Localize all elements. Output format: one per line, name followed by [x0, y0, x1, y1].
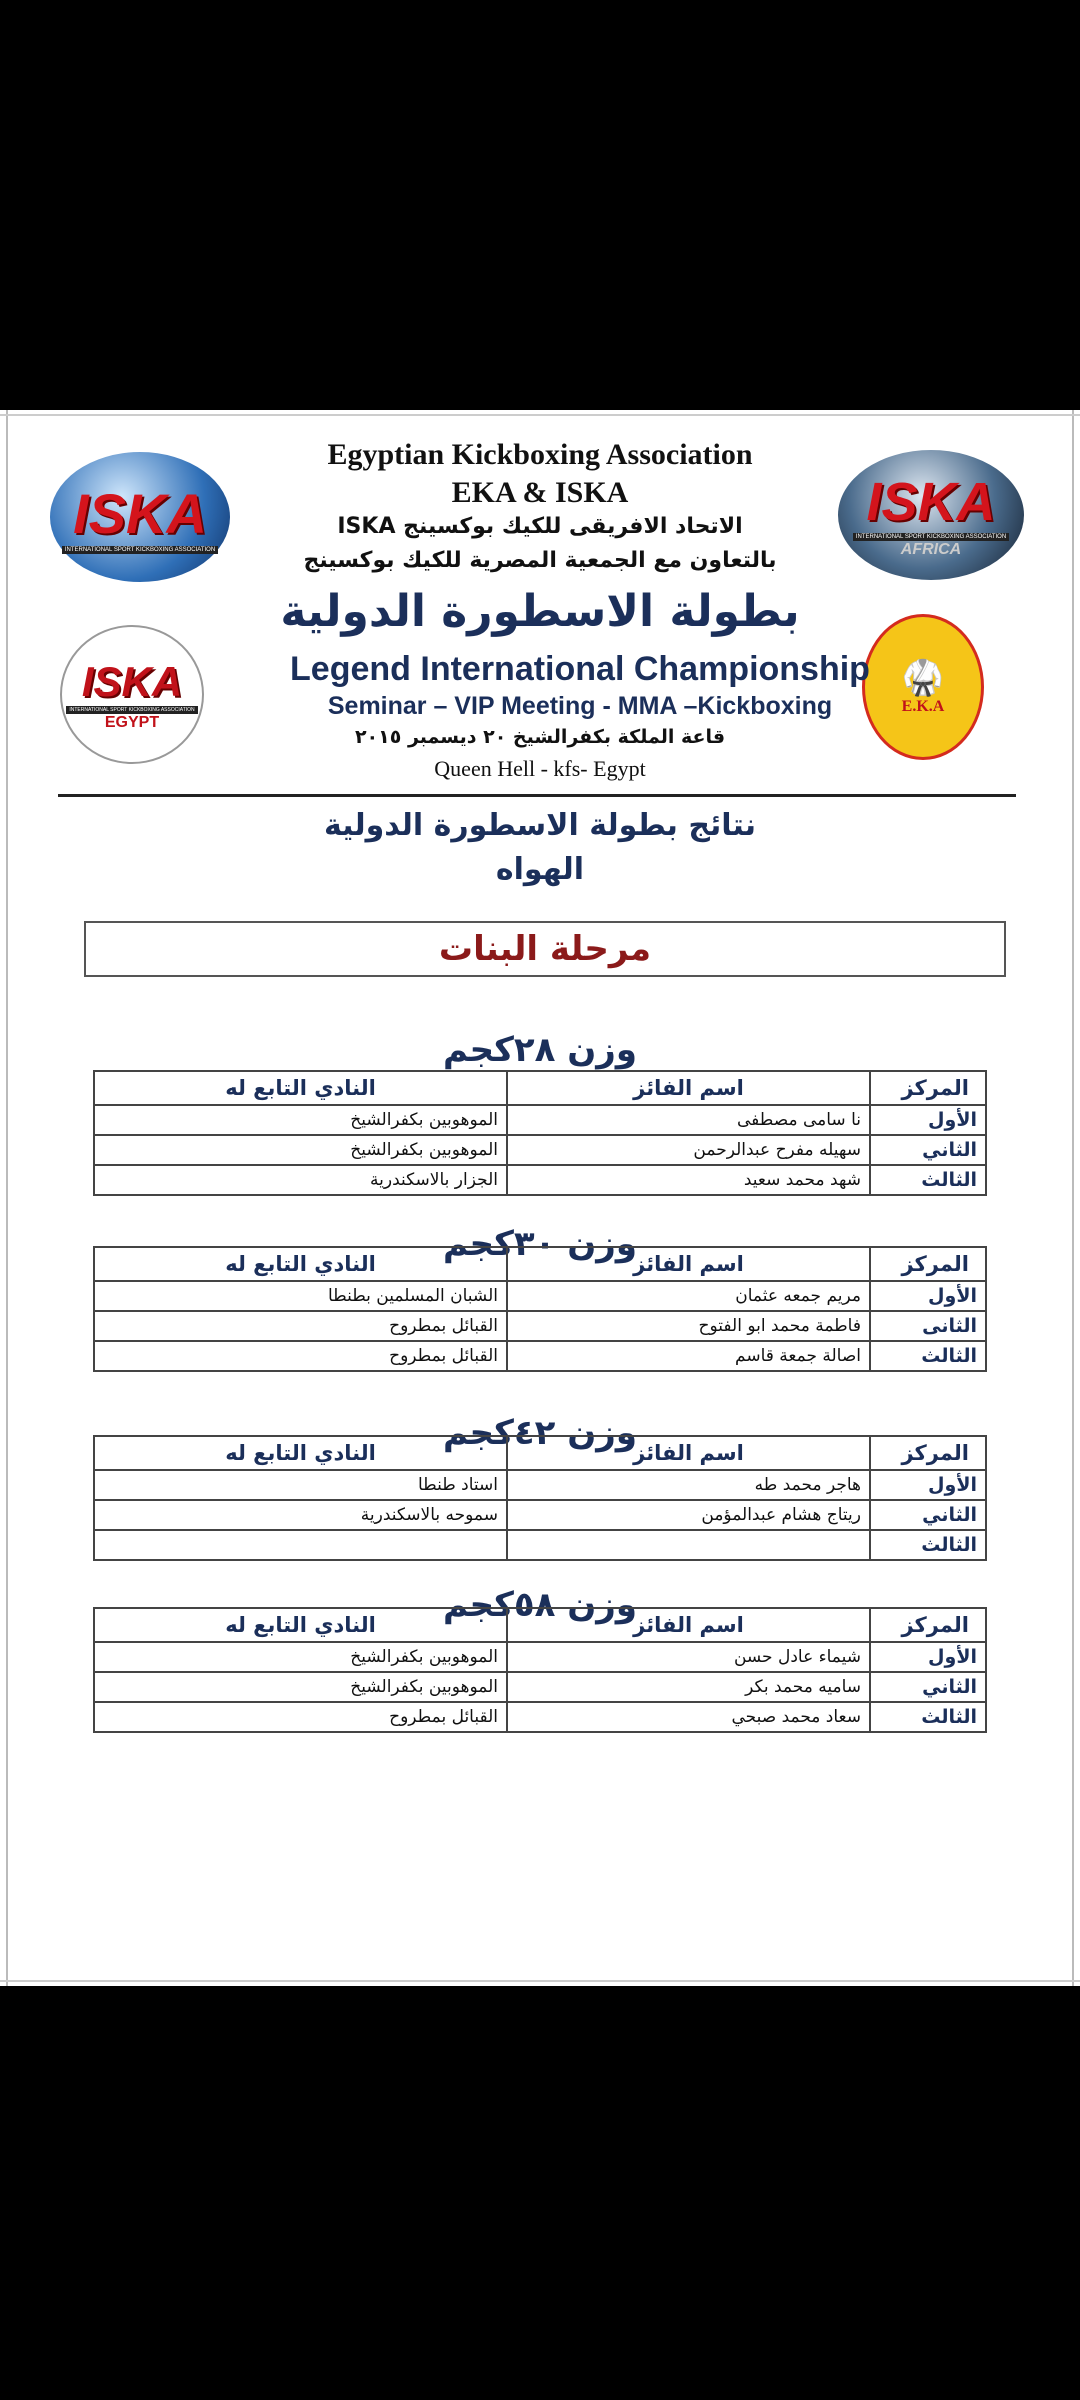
rank-cell: الثاني	[869, 1671, 987, 1703]
column-header-name: اسم الفائز	[506, 1246, 871, 1282]
column-header-club: النادي التابع له	[93, 1070, 508, 1106]
winner-name-cell: سهيله مفرح عبدالرحمن	[506, 1134, 871, 1166]
table-header-row: المركز اسم الفائز النادي التابع له	[93, 1070, 987, 1106]
club-cell: القبائل بمطروح	[93, 1310, 508, 1342]
iska-egypt-logo: ISKA INTERNATIONAL SPORT KICKBOXING ASSO…	[60, 625, 204, 764]
winner-name-cell: ساميه محمد بكر	[506, 1671, 871, 1703]
club-cell: سموحه بالاسكندرية	[93, 1499, 508, 1531]
column-header-club: النادي التابع له	[93, 1607, 508, 1643]
club-cell	[93, 1529, 508, 1561]
column-header-club: النادي التابع له	[93, 1246, 508, 1282]
club-cell: الشبان المسلمين بطنطا	[93, 1280, 508, 1312]
event-title-en: Legend International Championship	[290, 650, 870, 688]
org-name-en: Egyptian Kickboxing Association	[327, 438, 753, 471]
rank-cell: الأول	[869, 1104, 987, 1136]
winner-name-cell: هاجر محمد طه	[506, 1469, 871, 1501]
kickboxer-icon: 🥋	[901, 660, 945, 697]
page-edge-right	[1072, 410, 1074, 1986]
eka-logo: 🥋 E.K.A	[862, 614, 984, 760]
club-cell: القبائل بمطروح	[93, 1340, 508, 1372]
weight-title: وزن ٢٨كجم	[442, 1030, 638, 1070]
venue-en: Queen Hell - kfs- Egypt	[434, 756, 646, 781]
table-row: الأول نا سامى مصطفى الموهوبين بكفرالشيخ	[93, 1104, 987, 1136]
page-edge-bottom	[0, 1980, 1080, 1982]
column-header-rank: المركز	[869, 1607, 987, 1643]
table-row: الأول شيماء عادل حسن الموهوبين بكفرالشيخ	[93, 1641, 987, 1673]
table-row: الثالث سعاد محمد صبحي القبائل بمطروح	[93, 1701, 987, 1733]
column-header-club: النادي التابع له	[93, 1435, 508, 1471]
winner-name-cell: فاطمة محمد ابو الفتوح	[506, 1310, 871, 1342]
page-edge-left	[6, 410, 8, 1986]
rank-cell: الثالث	[869, 1529, 987, 1561]
table-header-row: المركز اسم الفائز النادي التابع له	[93, 1246, 987, 1282]
event-title-ar: بطولة الاسطورة الدولية	[280, 586, 800, 637]
winner-name-cell	[506, 1529, 871, 1561]
winner-name-cell: اصالة جمعة قاسم	[506, 1340, 871, 1372]
header-divider	[58, 794, 1016, 797]
table-row: الثاني ساميه محمد بكر الموهوبين بكفرالشيخ	[93, 1671, 987, 1703]
results-table: المركز اسم الفائز النادي التابع له الأول نا …	[93, 1070, 987, 1196]
results-table: المركز اسم الفائز النادي التابع له الأول هاج…	[93, 1435, 987, 1561]
rank-cell: الثاني	[869, 1134, 987, 1166]
winner-name-cell: شيماء عادل حسن	[506, 1641, 871, 1673]
club-cell: الموهوبين بكفرالشيخ	[93, 1641, 508, 1673]
table-row: الأول هاجر محمد طه استاد طنطا	[93, 1469, 987, 1501]
table-row: الثالث	[93, 1529, 987, 1561]
winner-name-cell: سعاد محمد صبحي	[506, 1701, 871, 1733]
club-cell: الموهوبين بكفرالشيخ	[93, 1134, 508, 1166]
winner-name-cell: ريتاج هشام عبدالمؤمن	[506, 1499, 871, 1531]
column-header-rank: المركز	[869, 1070, 987, 1106]
table-row: الأول مريم جمعه عثمان الشبان المسلمين بطنط…	[93, 1280, 987, 1312]
rank-cell: الأول	[869, 1280, 987, 1312]
venue-ar: قاعة الملكة بكفرالشيخ ٢٠ ديسمبر ٢٠١٥	[354, 726, 726, 748]
club-cell: الموهوبين بكفرالشيخ	[93, 1671, 508, 1703]
results-table: المركز اسم الفائز النادي التابع له الأول شيم…	[93, 1607, 987, 1733]
rank-cell: الثاني	[869, 1499, 987, 1531]
table-header-row: المركز اسم الفائز النادي التابع له	[93, 1435, 987, 1471]
iska-international-logo: ISKA INTERNATIONAL SPORT KICKBOXING ASSO…	[50, 452, 230, 582]
category-label: الهواه	[495, 852, 585, 887]
rank-cell: الثالث	[869, 1164, 987, 1196]
club-cell: القبائل بمطروح	[93, 1701, 508, 1733]
table-row: الثالث اصالة جمعة قاسم القبائل بمطروح	[93, 1340, 987, 1372]
club-cell: الجزار بالاسكندرية	[93, 1164, 508, 1196]
table-row: الثانى فاطمة محمد ابو الفتوح القبائل بمطرو…	[93, 1310, 987, 1342]
org-name-ar: الاتحاد الافريقى للكيك بوكسينج ISKA	[337, 514, 743, 539]
rank-cell: الثالث	[869, 1701, 987, 1733]
winner-name-cell: شهد محمد سعيد	[506, 1164, 871, 1196]
club-cell: الموهوبين بكفرالشيخ	[93, 1104, 508, 1136]
rank-cell: الثالث	[869, 1340, 987, 1372]
org-cooperation-ar: بالتعاون مع الجمعية المصرية للكيك بوكسين…	[303, 548, 777, 573]
iska-africa-logo: ISKA INTERNATIONAL SPORT KICKBOXING ASSO…	[838, 450, 1024, 580]
rank-cell: الثانى	[869, 1310, 987, 1342]
org-short: EKA & ISKA	[451, 476, 629, 509]
table-row: الثاني ريتاج هشام عبدالمؤمن سموحه بالاسكند…	[93, 1499, 987, 1531]
results-table: المركز اسم الفائز النادي التابع له الأول مري…	[93, 1246, 987, 1372]
table-row: الثالث شهد محمد سعيد الجزار بالاسكندرية	[93, 1164, 987, 1196]
column-header-rank: المركز	[869, 1246, 987, 1282]
column-header-rank: المركز	[869, 1435, 987, 1471]
results-title: نتائج بطولة الاسطورة الدولية	[323, 808, 757, 843]
table-header-row: المركز اسم الفائز النادي التابع له	[93, 1607, 987, 1643]
table-row: الثاني سهيله مفرح عبدالرحمن الموهوبين بكفر…	[93, 1134, 987, 1166]
winner-name-cell: نا سامى مصطفى	[506, 1104, 871, 1136]
rank-cell: الأول	[869, 1469, 987, 1501]
document-page: ISKA INTERNATIONAL SPORT KICKBOXING ASSO…	[0, 410, 1080, 1986]
rank-cell: الأول	[869, 1641, 987, 1673]
page-edge-top	[0, 414, 1080, 416]
column-header-name: اسم الفائز	[506, 1607, 871, 1643]
column-header-name: اسم الفائز	[506, 1070, 871, 1106]
event-subtitle: Seminar – VIP Meeting - MMA –Kickboxing	[327, 692, 833, 720]
column-header-name: اسم الفائز	[506, 1435, 871, 1471]
club-cell: استاد طنطا	[93, 1469, 508, 1501]
winner-name-cell: مريم جمعه عثمان	[506, 1280, 871, 1312]
stage-box: مرحلة البنات	[84, 921, 1006, 977]
